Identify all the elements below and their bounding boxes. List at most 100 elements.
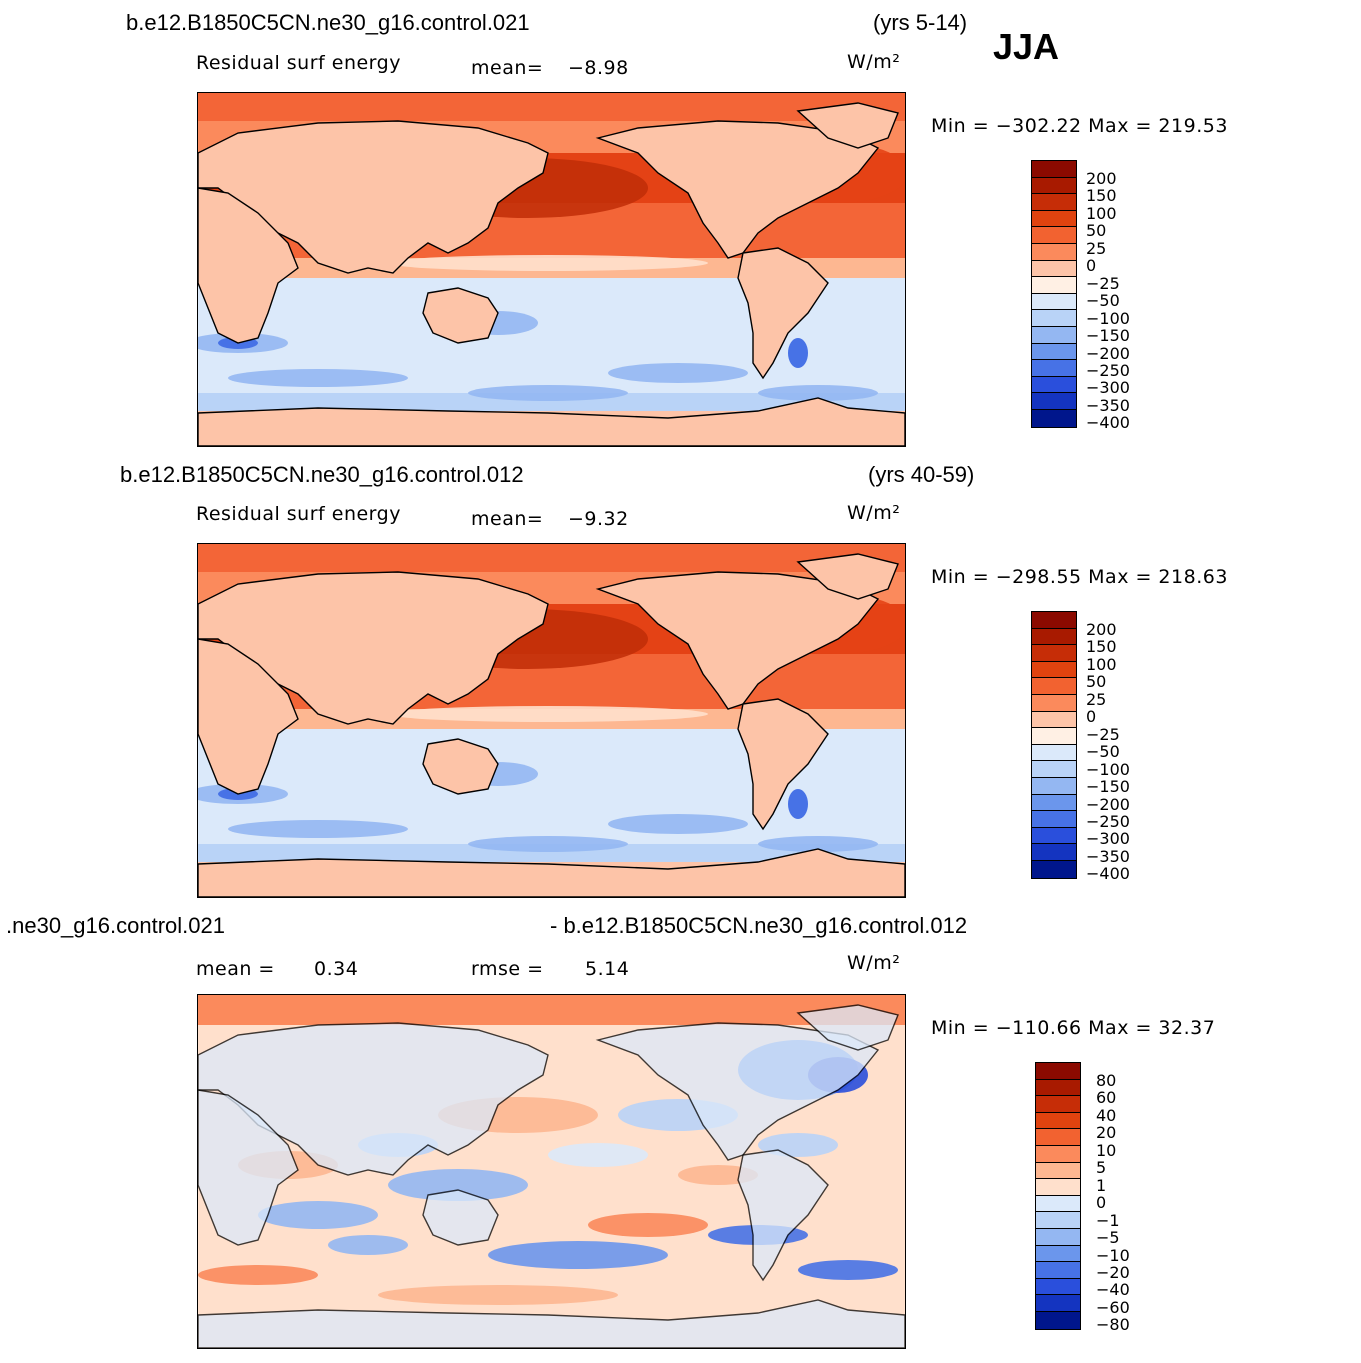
colorbar-segment (1036, 1096, 1080, 1113)
colorbar-segment (1036, 1179, 1080, 1196)
colorbar-level-label: −100 (1086, 759, 1130, 779)
colorbar-level-label: −250 (1086, 360, 1130, 380)
colorbar-segment (1032, 393, 1076, 410)
colorbar-level-label: −50 (1086, 291, 1120, 311)
map-contour-field (198, 93, 905, 446)
colorbar-segment (1032, 210, 1076, 228)
colorbar-level-label: 50 (1086, 672, 1107, 692)
colorbar-segment (1032, 194, 1076, 211)
colorbar-level-label: 0 (1086, 707, 1097, 727)
colorbar-level-label: −25 (1086, 273, 1120, 293)
panel1-mean-value: −8.98 (568, 57, 629, 79)
panel2-units: W/m² (847, 502, 901, 524)
map-contour-field (198, 995, 905, 1348)
panel1-case-title: b.e12.B1850C5CN.ne30_g16.control.021 (126, 10, 530, 35)
panel3-rmse-value: 5.14 (585, 958, 630, 980)
colorbar-level-label: −20 (1096, 1262, 1130, 1282)
colorbar-segment (1032, 360, 1076, 377)
colorbar-segment (1032, 728, 1076, 745)
colorbar-segment (1036, 1262, 1080, 1279)
colorbar-segment (1032, 343, 1076, 361)
panel3-mean-label: mean = (196, 958, 275, 980)
colorbar-segment (1032, 711, 1076, 729)
colorbar-level-label: 0 (1096, 1193, 1107, 1213)
colorbar-level-label: −350 (1086, 846, 1130, 866)
panel1-years: (yrs 5-14) (873, 10, 968, 35)
panel3-mean-value: 0.34 (314, 958, 359, 980)
colorbar-segment (1032, 761, 1076, 778)
panel2-field-name: Residual surf energy (196, 503, 401, 525)
colorbar-segment (1032, 243, 1076, 261)
colorbar-segment (1036, 1228, 1080, 1246)
colorbar-level-label: −400 (1086, 413, 1130, 433)
colorbar-level-label: 25 (1086, 238, 1107, 258)
panel1-map (197, 92, 906, 447)
colorbar-level-label: −1 (1096, 1210, 1120, 1230)
colorbar-segment (1032, 376, 1076, 394)
colorbar-segment (1036, 1162, 1080, 1180)
colorbar-segment (1032, 811, 1076, 828)
colorbar-segment (1032, 661, 1076, 679)
colorbar-level-label: 150 (1086, 186, 1117, 206)
panel3-title-right: - b.e12.B1850C5CN.ne30_g16.control.012 (550, 913, 968, 938)
colorbar-segment (1032, 293, 1076, 311)
panel2-colorbar (1031, 611, 1077, 879)
colorbar-segment (1032, 794, 1076, 812)
colorbar-segment (1036, 1112, 1080, 1130)
colorbar-segment (1032, 260, 1076, 278)
panel3-units: W/m² (847, 952, 901, 974)
colorbar-level-label: 1 (1096, 1175, 1107, 1195)
colorbar-level-label: −250 (1086, 811, 1130, 831)
colorbar-segment (1032, 744, 1076, 762)
colorbar-level-label: −80 (1096, 1315, 1130, 1335)
panel1-colorbar (1031, 160, 1077, 428)
colorbar-level-label: −40 (1096, 1280, 1130, 1300)
colorbar-level-label: 100 (1086, 203, 1117, 223)
colorbar-segment (1036, 1311, 1080, 1329)
colorbar-segment (1032, 612, 1076, 629)
panel3-map (197, 994, 906, 1349)
colorbar-segment (1032, 827, 1076, 845)
panel3-min-max: Min = −110.66 Max = 32.37 (931, 1017, 1216, 1039)
colorbar-segment (1032, 860, 1076, 878)
panel2-mean-label: mean= (471, 508, 544, 530)
panel1-units: W/m² (847, 51, 901, 73)
colorbar-level-label: −300 (1086, 378, 1130, 398)
panel2-min-max: Min = −298.55 Max = 218.63 (931, 566, 1228, 588)
colorbar-level-label: 40 (1096, 1105, 1117, 1125)
panel3-colorbar (1035, 1062, 1081, 1330)
panel2-map (197, 543, 906, 898)
colorbar-level-label: 60 (1096, 1088, 1117, 1108)
colorbar-level-label: 150 (1086, 637, 1117, 657)
colorbar-segment (1036, 1295, 1080, 1312)
colorbar-level-label: 100 (1086, 654, 1117, 674)
colorbar-level-label: 50 (1086, 221, 1107, 241)
colorbar-level-label: −10 (1096, 1245, 1130, 1265)
season-label: JJA (993, 26, 1060, 67)
colorbar-level-label: 200 (1086, 169, 1117, 188)
panel3-rmse-label: rmse = (471, 958, 544, 980)
colorbar-segment (1032, 694, 1076, 712)
colorbar-segment (1036, 1278, 1080, 1296)
colorbar-level-label: 25 (1086, 689, 1107, 709)
colorbar-segment (1032, 777, 1076, 795)
colorbar-segment (1036, 1129, 1080, 1146)
panel1-field-name: Residual surf energy (196, 52, 401, 74)
panel2-mean-value: −9.32 (568, 508, 629, 530)
colorbar-segment (1032, 645, 1076, 662)
colorbar-level-label: −150 (1086, 326, 1130, 346)
colorbar-level-label: 0 (1086, 256, 1097, 276)
panel2-years: (yrs 40-59) (868, 462, 975, 487)
colorbar-level-label: 10 (1096, 1140, 1117, 1160)
colorbar-level-label: 20 (1096, 1123, 1117, 1143)
panel1-min-max: Min = −302.22 Max = 219.53 (931, 115, 1228, 137)
colorbar-segment (1032, 326, 1076, 344)
colorbar-level-label: 5 (1096, 1158, 1107, 1178)
colorbar-segment (1032, 310, 1076, 327)
colorbar-segment (1032, 277, 1076, 294)
colorbar-segment (1032, 177, 1076, 195)
colorbar-segment (1036, 1063, 1080, 1080)
colorbar-level-label: −60 (1096, 1297, 1130, 1317)
colorbar-segment (1032, 161, 1076, 178)
colorbar-level-label: −400 (1086, 864, 1130, 884)
